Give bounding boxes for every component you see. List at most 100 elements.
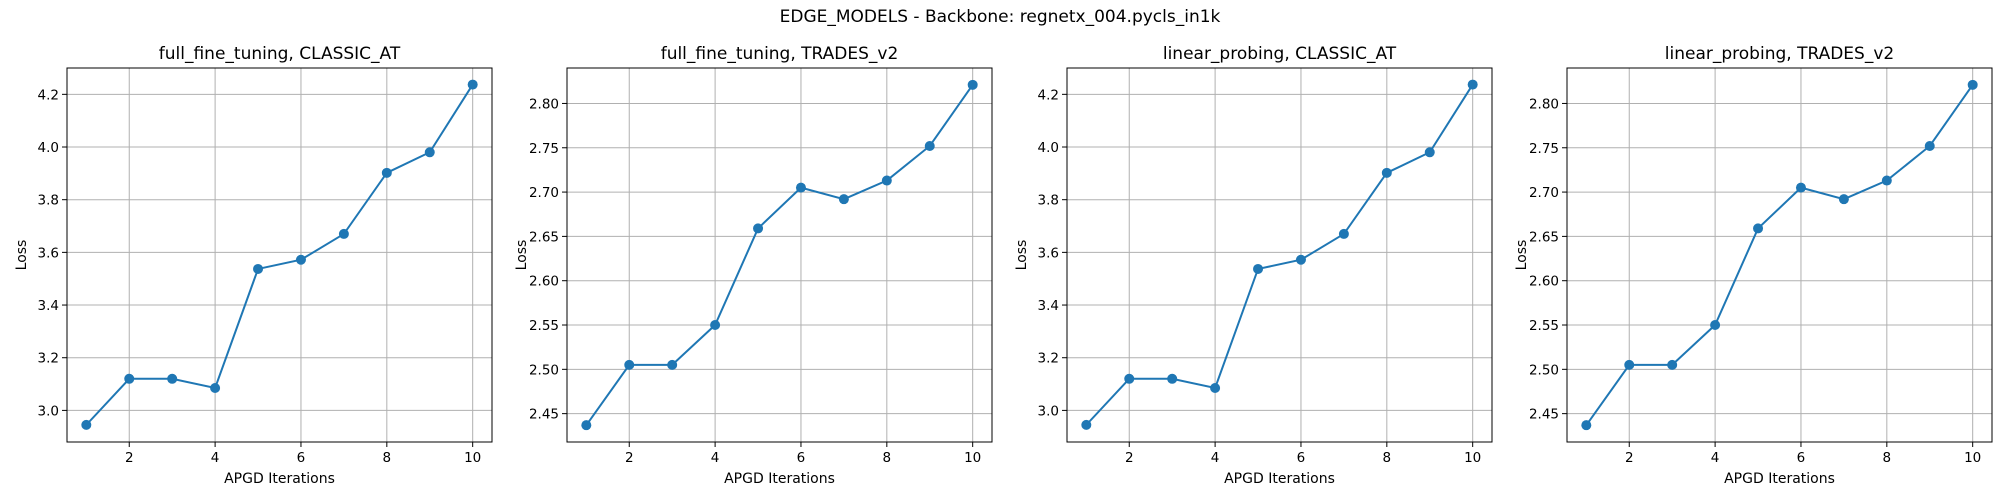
x-tick-label: 6 <box>1797 450 1806 466</box>
data-point <box>967 79 978 90</box>
x-tick-label: 2 <box>1625 450 1634 466</box>
y-tick-label: 2.70 <box>1529 185 1559 201</box>
data-point <box>838 194 849 205</box>
grid <box>567 68 992 442</box>
series-line <box>85 84 474 426</box>
y-tick-label: 3.2 <box>38 351 59 367</box>
x-tick-label: 10 <box>1464 450 1481 466</box>
x-tick-label: 4 <box>1211 450 1220 466</box>
data-point <box>1124 373 1135 384</box>
data-point <box>795 182 806 193</box>
y-tick-label: 2.80 <box>529 96 559 112</box>
series-line <box>1585 84 1974 426</box>
y-axis-label: Loss <box>514 240 530 271</box>
data-point <box>1881 175 1892 186</box>
data-point <box>1424 147 1435 158</box>
y-tick-label: 2.65 <box>529 229 559 245</box>
data-point <box>1167 373 1178 384</box>
data-point <box>253 263 264 274</box>
x-tick-label: 10 <box>464 450 481 466</box>
y-tick-label: 2.50 <box>1529 362 1559 378</box>
x-tick-label: 2 <box>125 450 134 466</box>
subplot-3: 2 4 6 8 10 3.0 3.2 3.4 3.6 3.8 4.0 4.2 linear_probin… <box>1014 44 1493 487</box>
data-point <box>881 175 892 186</box>
axes-frame <box>66 67 493 443</box>
y-tick-label: 4.0 <box>38 140 59 156</box>
y-tick-label: 2.75 <box>1529 141 1559 157</box>
x-tick-label: 4 <box>1711 450 1720 466</box>
x-tick-label: 6 <box>797 450 806 466</box>
y-tick-label: 3.6 <box>38 245 59 261</box>
y-tick-label: 2.60 <box>529 274 559 290</box>
y-tick-label: 3.4 <box>38 298 59 314</box>
subplot-4: 2 4 6 8 10 2.45 2.50 2.55 2.60 2.65 2.70 2.75 2.80 li… <box>1514 44 1993 487</box>
data-point <box>1338 228 1349 239</box>
x-tick-label: 8 <box>383 450 392 466</box>
y-tick-label: 2.65 <box>1529 229 1559 245</box>
x-tick-label: 4 <box>711 450 720 466</box>
data-point <box>710 320 721 331</box>
y-tick-label: 4.0 <box>1038 140 1059 156</box>
x-tick-label: 8 <box>1383 450 1392 466</box>
data-point <box>581 420 592 431</box>
data-point <box>1710 320 1721 331</box>
data-point <box>1295 254 1306 265</box>
series-line <box>1085 84 1474 426</box>
y-tick-label: 2.80 <box>1529 96 1559 112</box>
x-tick-label: 4 <box>211 450 220 466</box>
axes-frame <box>1066 67 1493 443</box>
data-point <box>424 147 435 158</box>
data-point <box>1581 420 1592 431</box>
y-tick-label: 3.4 <box>1038 298 1059 314</box>
grid <box>67 68 492 442</box>
data-point <box>81 419 92 430</box>
x-tick-label: 6 <box>297 450 306 466</box>
y-tick-label: 3.8 <box>1038 193 1059 209</box>
data-point <box>1381 167 1392 178</box>
y-tick-label: 2.70 <box>529 185 559 201</box>
y-tick-label: 2.60 <box>1529 274 1559 290</box>
y-tick-label: 3.2 <box>1038 351 1059 367</box>
data-point <box>381 167 392 178</box>
data-point <box>1753 223 1764 234</box>
data-point <box>467 79 478 90</box>
x-axis-label: APGD Iterations <box>1224 471 1335 487</box>
data-point <box>1795 182 1806 193</box>
y-tick-label: 2.55 <box>529 318 559 334</box>
y-tick-label: 2.55 <box>1529 318 1559 334</box>
data-point <box>1253 263 1264 274</box>
data-point <box>1667 359 1678 370</box>
y-tick-label: 2.50 <box>529 362 559 378</box>
data-point <box>1210 383 1221 394</box>
axes-frame <box>1566 67 1993 443</box>
x-tick-label: 10 <box>964 450 981 466</box>
data-point <box>753 223 764 234</box>
y-tick-label: 4.2 <box>1038 87 1059 103</box>
y-tick-label: 2.75 <box>529 141 559 157</box>
x-axis-label: APGD Iterations <box>724 471 835 487</box>
y-tick-label: 4.2 <box>38 87 59 103</box>
data-point <box>1467 79 1478 90</box>
x-tick-label: 2 <box>1125 450 1134 466</box>
y-tick-label: 3.8 <box>38 193 59 209</box>
data-point <box>1838 194 1849 205</box>
data-point <box>295 254 306 265</box>
y-tick-label: 3.0 <box>1038 403 1059 419</box>
subplot-title: full_fine_tuning, CLASSIC_AT <box>159 44 401 64</box>
grid <box>1067 68 1492 442</box>
subplot-title: linear_probing, CLASSIC_AT <box>1163 44 1397 64</box>
data-point <box>210 383 221 394</box>
axes-frame <box>566 67 993 443</box>
y-tick-label: 3.6 <box>1038 245 1059 261</box>
x-axis-label: APGD Iterations <box>1724 471 1835 487</box>
data-point <box>1624 359 1635 370</box>
data-point <box>338 228 349 239</box>
subplot-1: 2 4 6 8 10 3.0 3.2 3.4 3.6 3.8 4.0 4.2 full_fine_tun… <box>14 44 493 487</box>
x-tick-label: 10 <box>1964 450 1981 466</box>
data-point <box>124 373 135 384</box>
y-axis-label: Loss <box>1514 240 1530 271</box>
data-point <box>667 359 678 370</box>
data-point <box>624 359 635 370</box>
x-tick-label: 2 <box>625 450 634 466</box>
